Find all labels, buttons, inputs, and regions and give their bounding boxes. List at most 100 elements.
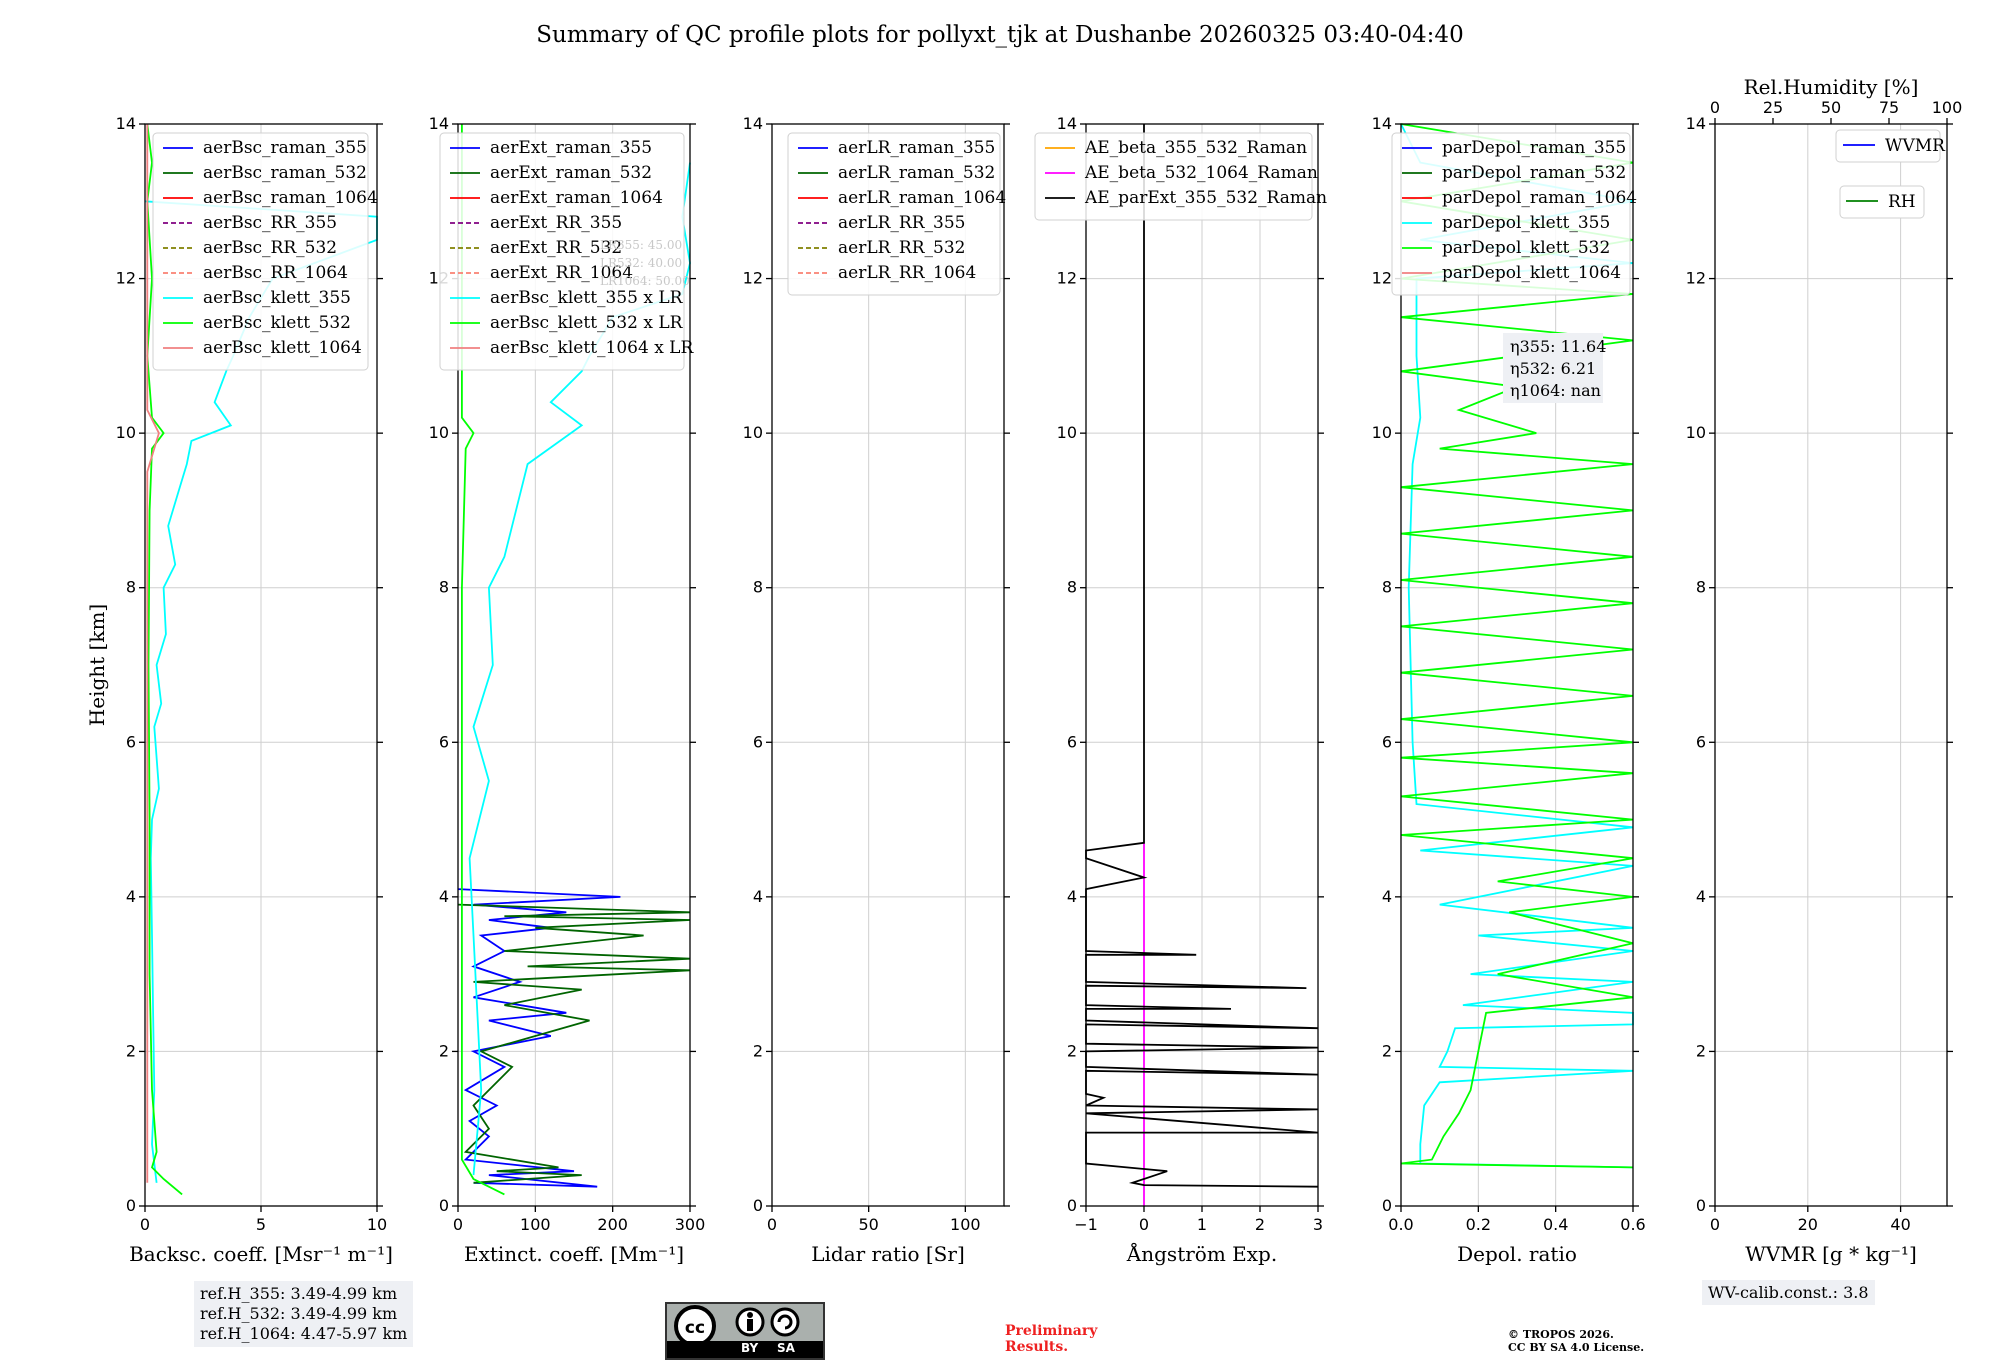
series-aerBsc_klett_1064 <box>146 124 160 1183</box>
series-aerExt_raman_532 <box>457 903 691 1184</box>
panel-dep: 0 2 4 6 8 10 12 14 0.0 0.2 0.4 0.6 Depol. ratio parDe… <box>1372 114 1646 1266</box>
top-axis-label: Rel.Humidity [%] <box>1744 75 1919 99</box>
y-tick-label: 4 <box>439 887 449 906</box>
preliminary-line-2: Results. <box>1005 1339 1069 1355</box>
y-tick-label: 8 <box>1067 578 1077 597</box>
legend-label: aerBsc_RR_532 <box>203 238 337 258</box>
legend-box <box>1034 132 1313 221</box>
lr-label: LR1064: 50.00 <box>600 274 690 288</box>
y-tick-label: 6 <box>126 732 136 751</box>
legend-label: aerLR_RR_1064 <box>838 263 976 283</box>
eta-label: η1064: nan <box>1510 381 1601 400</box>
y-tick-label: 8 <box>439 578 449 597</box>
preliminary-note: Preliminary Results. <box>1005 1323 1097 1355</box>
y-tick-label: 0 <box>1382 1196 1392 1215</box>
x-tick-label: 50 <box>858 1215 878 1234</box>
x-axis-label: WVMR [g * kg⁻¹] <box>1745 1242 1917 1266</box>
legend-label: RH <box>1888 192 1916 212</box>
axes-frame <box>1714 123 1948 1207</box>
x-axis-label: Lidar ratio [Sr] <box>811 1242 965 1266</box>
x-ticks: 0 100 200 300 <box>453 1206 705 1234</box>
y-ticks: 0 2 4 6 8 10 12 14 <box>1686 114 1953 1215</box>
x-axis-label: Extinct. coeff. [Mm⁻¹] <box>464 1242 684 1266</box>
x-axis-label: Depol. ratio <box>1457 1242 1577 1266</box>
sa-share-icon <box>770 1307 800 1337</box>
y-tick-label: 8 <box>126 578 136 597</box>
x-tick-label: 0 <box>767 1215 777 1234</box>
lr-labels: LR355: 45.00 LR532: 40.00 LR1064: 50.00 <box>600 238 690 288</box>
legend-label: aerBsc_klett_1064 <box>203 338 362 358</box>
x-tick-label: 100 <box>520 1215 551 1234</box>
y-tick-label: 8 <box>1696 578 1706 597</box>
legend-label: AE_beta_532_1064_Raman <box>1084 163 1318 183</box>
y-tick-label: 4 <box>1067 887 1077 906</box>
y-tick-label: 4 <box>753 887 763 906</box>
legend-box <box>1391 132 1631 296</box>
y-tick-label: 10 <box>1372 423 1392 442</box>
top-axis: 0 25 50 75 100 <box>1710 98 1962 124</box>
x-tick-label: 0 <box>1139 1215 1149 1234</box>
y-tick-label: 6 <box>439 732 449 751</box>
legend-label: aerLR_raman_355 <box>838 138 995 158</box>
legend-label: aerBsc_RR_1064 <box>203 263 348 283</box>
copyright-line-2: CC BY SA 4.0 License. <box>1508 1341 1645 1354</box>
x-ticks: 0 5 10 <box>140 1206 387 1234</box>
legend-label: AE_parExt_355_532_Raman <box>1084 188 1327 208</box>
legend-label: aerExt_RR_532 <box>490 238 622 258</box>
x-tick-label: 100 <box>950 1215 981 1234</box>
legend-label: aerLR_RR_355 <box>838 213 965 233</box>
y-tick-label: 10 <box>743 423 763 442</box>
refh-532: ref.H_532: 3.49-4.99 km <box>200 1304 398 1323</box>
y-tick-label: 14 <box>1057 114 1077 133</box>
legend-label: aerBsc_RR_355 <box>203 213 337 233</box>
eta-label: η532: 6.21 <box>1510 359 1596 378</box>
figure-title: Summary of QC profile plots for pollyxt_… <box>536 22 1464 48</box>
legend-lr: aerLR_raman_355 aerLR_raman_532 aerLR_rama… <box>787 132 1006 296</box>
y-tick-label: 12 <box>743 269 763 288</box>
eta-background <box>1503 333 1603 403</box>
legend-label: parDepol_klett_532 <box>1442 238 1610 258</box>
y-tick-label: 8 <box>753 578 763 597</box>
top-tick-label: 100 <box>1932 98 1963 117</box>
x-tick-label: 20 <box>1798 1215 1818 1234</box>
y-tick-label: 12 <box>1057 269 1077 288</box>
y-tick-label: 14 <box>1686 114 1706 133</box>
y-tick-label: 2 <box>1382 1041 1392 1060</box>
x-tick-label: 200 <box>597 1215 628 1234</box>
legend-label: aerExt_RR_355 <box>490 213 622 233</box>
legend-label: parDepol_klett_1064 <box>1442 263 1621 283</box>
legend-label: parDepol_raman_1064 <box>1442 188 1637 208</box>
x-tick-label: 0 <box>1710 1215 1720 1234</box>
y-tick-label: 2 <box>439 1041 449 1060</box>
legend-label: aerBsc_raman_532 <box>203 163 367 183</box>
series-aerExt_raman_355 <box>457 888 621 1188</box>
y-tick-label: 0 <box>1067 1196 1077 1215</box>
x-tick-label: 0.4 <box>1543 1215 1568 1234</box>
legend-label: aerBsc_klett_1064 x LR <box>490 338 694 358</box>
x-ticks: −1 0 1 2 3 <box>1074 1206 1323 1234</box>
axes-frame <box>1400 123 1634 1207</box>
refh-1064: ref.H_1064: 4.47-5.97 km <box>200 1324 408 1343</box>
cc-by-label: BY <box>741 1341 759 1355</box>
x-tick-label: 0.0 <box>1388 1215 1413 1234</box>
legend-bsc: aerBsc_raman_355 aerBsc_raman_532 aerBsc_r… <box>152 132 378 371</box>
cc-badge-graphic: cc <box>667 1305 823 1358</box>
axes-frame <box>771 123 1005 1207</box>
y-tick-label: 12 <box>116 269 136 288</box>
x-tick-label: −1 <box>1074 1215 1098 1234</box>
legend-ext: aerExt_raman_355 aerExt_raman_532 aerExt_r… <box>439 132 694 371</box>
y-tick-label: 6 <box>1067 732 1077 751</box>
y-ticks: 0 2 4 6 8 10 12 14 <box>1057 114 1324 1215</box>
legend-label: parDepol_raman_532 <box>1442 163 1626 183</box>
x-tick-label: 0 <box>140 1215 150 1234</box>
top-tick-label: 25 <box>1763 98 1783 117</box>
y-tick-label: 14 <box>743 114 763 133</box>
eta-label: η355: 11.64 <box>1510 337 1606 356</box>
legend-label: aerExt_raman_532 <box>490 163 652 183</box>
x-tick-label: 2 <box>1255 1215 1265 1234</box>
wv-calib-box: WV-calib.const.: 3.8 <box>1702 1280 1875 1305</box>
y-tick-label: 12 <box>1686 269 1706 288</box>
x-ticks: 0.0 0.2 0.4 0.6 <box>1388 1206 1646 1234</box>
